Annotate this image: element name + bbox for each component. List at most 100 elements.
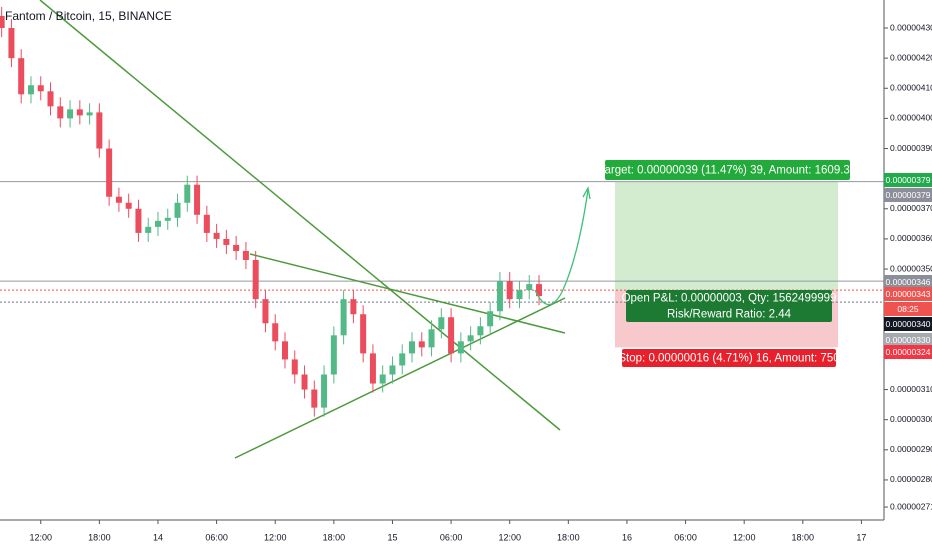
- candle-body: [76, 109, 83, 116]
- price-badge: [884, 317, 932, 331]
- x-tick-label: 12:00: [498, 532, 521, 542]
- candle-body: [18, 58, 25, 95]
- y-tick-label: 0.00000400: [890, 113, 932, 123]
- candle-body: [242, 250, 249, 260]
- price-badge: [884, 345, 932, 359]
- candle-body: [379, 374, 386, 384]
- target-label: Target: 0.00000039 (11.47%) 39, Amount: …: [599, 165, 856, 177]
- x-tick-label: 18:00: [323, 532, 346, 542]
- price-badge-label: 0.00000343: [886, 289, 931, 299]
- y-tick-label: 0.00000290: [890, 444, 932, 454]
- candle-body: [203, 214, 210, 233]
- candle-body: [125, 202, 132, 209]
- candle-body: [174, 202, 181, 218]
- candle-body: [457, 341, 464, 354]
- candle-body: [360, 314, 367, 354]
- candle-body: [369, 353, 376, 384]
- candle-body: [37, 85, 44, 92]
- candle-body: [409, 341, 416, 354]
- price-badge: [884, 333, 932, 347]
- x-tick-label: 18:00: [88, 532, 111, 542]
- candle-body: [106, 148, 113, 197]
- y-tick-label: 0.00000300: [890, 414, 932, 424]
- candle-body: [47, 91, 54, 107]
- candle-body: [184, 184, 191, 203]
- price-badge-label: 0.00000330: [886, 335, 931, 345]
- candle-body: [448, 317, 455, 354]
- candle-body: [399, 353, 406, 366]
- candle-body: [0, 15, 5, 29]
- price-badge: [884, 188, 932, 202]
- candle-body: [438, 317, 445, 330]
- y-tick-label: 0.00000280: [890, 474, 932, 484]
- stop-label: Stop: 0.00000016 (4.71%) 16, Amount: 750: [618, 353, 839, 365]
- trend-line: [249, 253, 566, 334]
- candle-body: [291, 359, 298, 375]
- pnl-label: Open P&L: 0.00000003, Qty: 1562499999: [622, 293, 837, 305]
- price-badge-label: 0.00000346: [886, 277, 931, 287]
- projection-arrow-head: [582, 186, 591, 200]
- candle-body: [67, 109, 74, 119]
- x-tick-label: 06:00: [440, 532, 463, 542]
- plot-area: [0, 0, 884, 459]
- candle-body: [477, 326, 484, 336]
- target-label-box: [605, 160, 850, 180]
- candle-body: [154, 220, 161, 227]
- y-tick-label: 0.00000360: [890, 233, 932, 243]
- price-badge-label: 0.00000340: [886, 319, 931, 329]
- candle-body: [536, 284, 543, 297]
- candle-body: [194, 184, 201, 215]
- candle-body: [321, 374, 328, 408]
- price-badge-label: 0.00000379: [886, 190, 931, 200]
- price-badge: [884, 173, 932, 187]
- projection-arrow: [534, 189, 589, 306]
- x-tick-label: 12:00: [29, 532, 52, 542]
- x-tick-label: 12:00: [264, 532, 287, 542]
- candle-body: [496, 281, 503, 312]
- x-tick-label: 16: [622, 532, 632, 542]
- candle-body: [213, 232, 220, 239]
- candle-body: [115, 196, 122, 203]
- target-zone: [615, 181, 838, 291]
- candle-body: [301, 374, 308, 390]
- candle-body: [164, 217, 171, 221]
- candle-body: [428, 329, 435, 348]
- candle-body: [8, 28, 15, 59]
- price-badge-label: 0.00000379: [886, 175, 931, 185]
- y-tick-label: 0.00000410: [890, 83, 932, 93]
- candle-body: [223, 238, 230, 245]
- candle-body: [330, 335, 337, 375]
- y-tick-label: 0.00000350: [890, 263, 932, 273]
- y-tick-label: 0.00000310: [890, 384, 932, 394]
- stop-label-box: [622, 349, 836, 367]
- y-tick-label: 0.00000390: [890, 143, 932, 153]
- candle-body: [526, 284, 533, 291]
- candle-body: [350, 299, 357, 315]
- trend-line: [234, 297, 566, 459]
- pnl-label: Risk/Reward Ratio: 2.44: [667, 309, 792, 321]
- price-badge-label: 08:25: [897, 304, 919, 314]
- candle-body: [311, 389, 318, 408]
- y-tick-label: 0.00000370: [890, 203, 932, 213]
- x-tick-label: 17: [856, 532, 866, 542]
- x-tick-label: 15: [387, 532, 397, 542]
- y-tick-label: 0.00000430: [890, 22, 932, 32]
- price-badge: [884, 287, 932, 301]
- candle-body: [57, 106, 64, 119]
- x-tick-label: 14: [153, 532, 163, 542]
- candle-body: [272, 323, 279, 342]
- candle-body: [233, 244, 240, 251]
- candle-body: [340, 299, 347, 336]
- price-badge-label: 0.00000324: [886, 347, 931, 357]
- chart-title: Fantom / Bitcoin, 15, BINANCE: [5, 9, 172, 23]
- candle-body: [487, 311, 494, 327]
- pnl-label-box: [626, 290, 832, 322]
- candle-body: [516, 290, 523, 300]
- y-tick-label: 0.00000420: [890, 52, 932, 62]
- x-tick-label: 18:00: [557, 532, 580, 542]
- candle-body: [252, 260, 259, 300]
- candle-body: [135, 208, 142, 233]
- x-tick-label: 18:00: [792, 532, 815, 542]
- candle-body: [145, 226, 152, 233]
